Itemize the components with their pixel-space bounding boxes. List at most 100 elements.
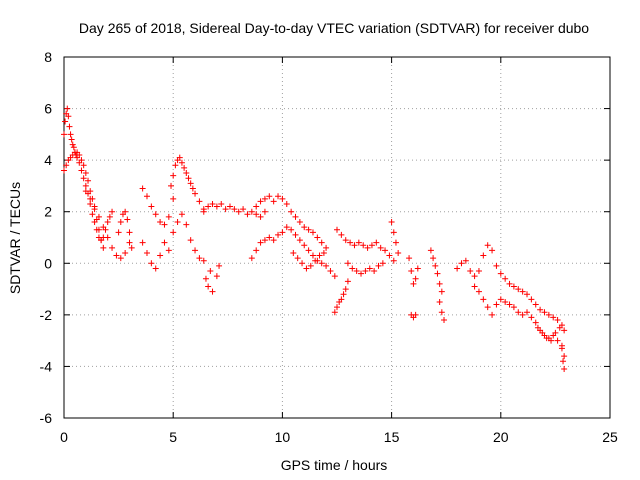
data-point: [170, 172, 177, 179]
data-point: [484, 242, 491, 249]
data-point: [351, 242, 358, 249]
data-point: [78, 167, 85, 174]
data-point: [305, 247, 312, 254]
data-point: [502, 298, 509, 305]
data-point: [279, 195, 286, 202]
data-point: [253, 247, 260, 254]
data-point: [331, 273, 338, 280]
data-point: [117, 219, 124, 226]
data-point: [458, 260, 465, 267]
data-point: [172, 162, 179, 169]
data-point: [218, 200, 225, 207]
data-point: [379, 260, 386, 267]
x-tick-label: 10: [275, 429, 291, 445]
data-point: [115, 229, 122, 236]
data-point: [467, 268, 474, 275]
data-point: [320, 249, 327, 256]
data-point: [471, 283, 478, 290]
data-point: [309, 229, 316, 236]
data-point: [406, 255, 413, 262]
data-point: [202, 275, 209, 282]
data-point: [301, 224, 308, 231]
data-point: [143, 193, 150, 200]
data-point: [412, 311, 419, 318]
data-point: [316, 252, 323, 259]
data-point: [410, 280, 417, 287]
data-point: [438, 309, 445, 316]
x-tick-label: 20: [493, 429, 509, 445]
data-point: [480, 296, 487, 303]
data-point: [561, 366, 568, 373]
data-point: [104, 219, 111, 226]
data-point: [67, 131, 74, 138]
data-point: [497, 270, 504, 277]
data-point: [222, 206, 229, 213]
data-point: [510, 283, 517, 290]
data-point: [189, 185, 196, 192]
data-point: [209, 200, 216, 207]
data-point: [61, 167, 67, 174]
data-point: [368, 242, 375, 249]
data-point: [347, 239, 354, 246]
data-point: [124, 216, 131, 223]
data-point: [515, 286, 522, 293]
data-point: [548, 337, 555, 344]
data-point: [196, 198, 203, 205]
data-point: [373, 239, 380, 246]
data-point: [157, 252, 164, 259]
data-point: [430, 255, 437, 262]
data-point: [205, 283, 212, 290]
data-point: [331, 309, 338, 316]
data-point: [139, 185, 146, 192]
data-point: [63, 162, 70, 169]
data-point: [327, 268, 334, 275]
data-point: [261, 237, 268, 244]
data-point: [506, 280, 513, 287]
y-tick-label: 6: [44, 101, 52, 117]
data-point: [126, 239, 133, 246]
data-point: [355, 239, 362, 246]
data-point: [253, 203, 260, 210]
data-point: [270, 198, 277, 205]
data-point: [288, 226, 295, 233]
data-point: [515, 309, 522, 316]
data-point: [187, 180, 194, 187]
data-point: [70, 144, 77, 151]
data-point: [362, 268, 369, 275]
data-point: [196, 255, 203, 262]
data-point: [122, 208, 129, 215]
data-point: [266, 193, 273, 200]
y-tick-label: 0: [44, 255, 52, 271]
data-point: [82, 170, 89, 177]
data-point: [91, 203, 98, 210]
data-point: [545, 311, 552, 318]
data-points: [61, 105, 568, 373]
y-tick-label: 2: [44, 204, 52, 220]
data-point: [537, 306, 544, 313]
data-point: [556, 324, 563, 331]
data-point: [148, 203, 155, 210]
data-point: [462, 257, 469, 264]
data-point: [178, 159, 185, 166]
data-point: [165, 213, 172, 220]
data-point: [427, 247, 434, 254]
data-point: [390, 229, 397, 236]
data-point: [82, 188, 89, 195]
data-point: [432, 262, 439, 269]
y-tick-label: 4: [44, 152, 52, 168]
data-point: [261, 195, 268, 202]
data-point: [489, 247, 496, 254]
data-point: [200, 257, 207, 264]
data-point: [192, 190, 199, 197]
data-point: [292, 213, 299, 220]
data-point: [299, 260, 306, 267]
data-point: [80, 175, 87, 182]
data-point: [85, 177, 92, 184]
data-point: [532, 319, 539, 326]
chart-title: Day 265 of 2018, Sidereal Day-to-day VTE…: [79, 20, 589, 36]
data-point: [371, 268, 378, 275]
data-point: [552, 329, 559, 336]
data-point: [294, 255, 301, 262]
